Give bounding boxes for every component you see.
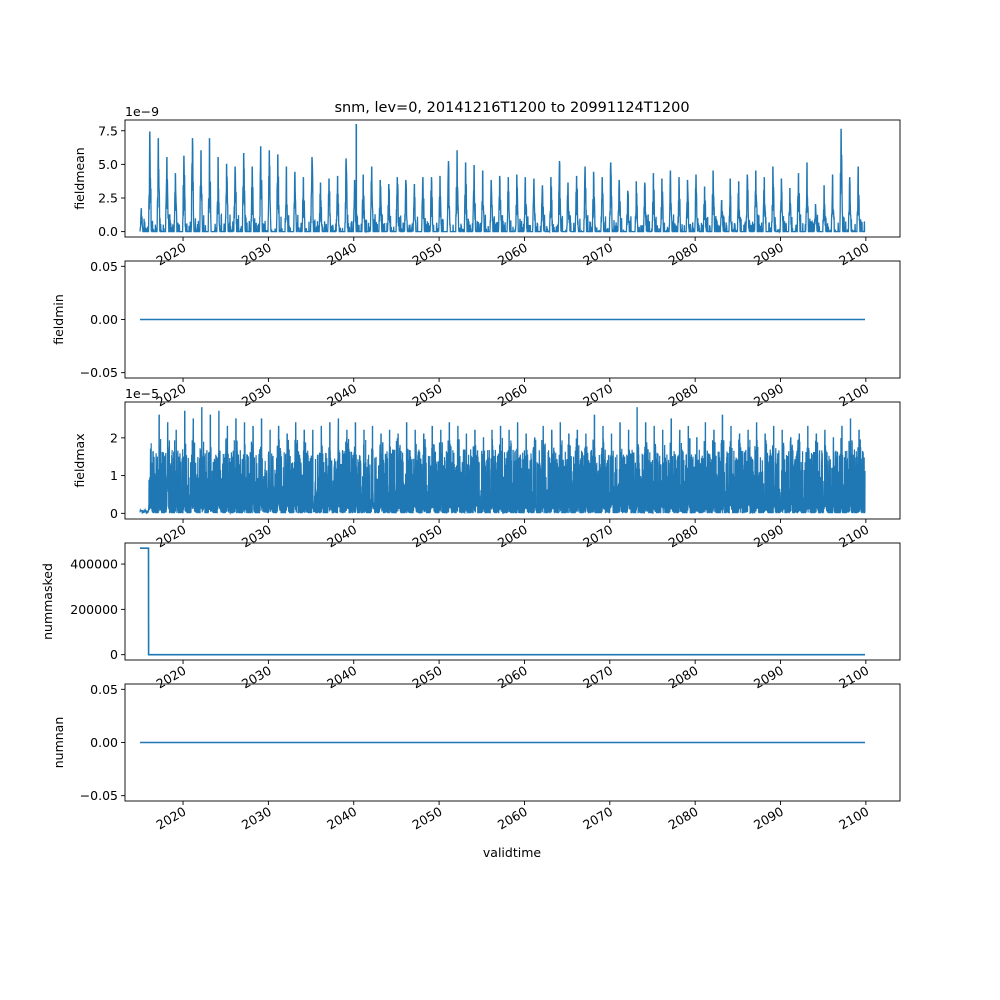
fieldmean-xtick-label: 2090 [751,240,786,269]
nummasked-axes-frame [124,542,901,661]
x-axis-label: validtime [483,845,541,860]
numnan-ytick-label: −0.05 [80,788,118,803]
fieldmin-xtick-label: 2060 [495,381,530,410]
fieldmean-xtick-label: 2030 [239,240,274,269]
nummasked-ytick-label: 200000 [70,602,118,617]
fieldmin-ytick-label: 0.00 [90,312,118,327]
nummasked-line [140,547,865,656]
fieldmax-ytick-label: 2 [110,430,118,445]
nummasked-xtick-label: 2040 [324,663,359,692]
fieldmean-ytick-label: 7.5 [98,123,118,138]
nummasked-ytick-label: 400000 [70,557,118,572]
fieldmax-offset-text: 1e−5 [125,386,159,401]
figure-title: snm, lev=0, 20141216T1200 to 20991124T12… [334,100,689,116]
fieldmax-xtick-label: 2060 [495,522,530,551]
fieldmax-xtick-label: 2080 [666,522,701,551]
fieldmean-xtick-label: 2020 [153,240,188,269]
fieldmax-axes-frame [124,401,901,520]
fieldmin-ytick-label: −0.05 [80,365,118,380]
numnan-xtick-label: 2080 [666,804,701,833]
nummasked-xtick-label: 2060 [495,663,530,692]
fieldmax-line [139,407,866,516]
fieldmean-ytick-label: 0.0 [98,224,118,239]
fieldmean-xtick-label: 2060 [495,240,530,269]
nummasked-xtick-label: 2090 [751,663,786,692]
fieldmin-xtick-label: 2100 [836,381,871,410]
nummasked-ytick-label: 0 [110,647,118,662]
fieldmin-ytick-label: 0.05 [90,259,118,274]
numnan-xtick-label: 2070 [580,804,615,833]
nummasked-xtick-label: 2020 [153,663,188,692]
fieldmax-xtick-label: 2090 [751,522,786,551]
numnan-y-label: numnan [51,717,66,769]
fieldmean-xtick-label: 2100 [836,240,871,269]
nummasked-series [140,547,865,656]
fieldmax-xtick-label: 2050 [410,522,445,551]
fieldmin-xtick-label: 2070 [580,381,615,410]
fieldmean-xtick-label: 2070 [580,240,615,269]
numnan-xtick-label: 2020 [153,804,188,833]
numnan-xtick-label: 2060 [495,804,530,833]
fieldmax-ytick-label: 0 [110,506,118,521]
numnan-xtick-label: 2100 [836,804,871,833]
numnan-xtick-label: 2090 [751,804,786,833]
fieldmax-ytick-label: 1 [110,468,118,483]
panel-fieldmean: 0.0 2.5 5.0 7.5 fieldmean 1e−9 2020 2030 2040 205… [72,104,901,269]
numnan-xtick-label: 2050 [410,804,445,833]
fieldmean-xtick-label: 2040 [324,240,359,269]
fieldmean-y-label: fieldmean [72,147,87,209]
fieldmax-xtick-label: 2020 [153,522,188,551]
fieldmean-ytick-label: 5.0 [98,157,118,172]
fieldmean-series [139,124,866,235]
fieldmax-xtick-label: 2030 [239,522,274,551]
fieldmin-xtick-label: 2080 [666,381,701,410]
fieldmax-series [139,407,866,516]
numnan-xtick-label: 2040 [324,804,359,833]
panel-nummasked: 0 200000 400000 nummasked 2020 2030 2040 2050 20… [40,542,901,692]
fieldmean-ytick-label: 2.5 [98,191,118,206]
panel-numnan: −0.05 0.00 0.05 numnan 2020 2030 2040 2050 2060 2… [51,682,901,833]
fieldmean-xtick-label: 2080 [666,240,701,269]
numnan-xtick-label: 2030 [239,804,274,833]
nummasked-xtick-label: 2030 [239,663,274,692]
fieldmin-xtick-label: 2090 [751,381,786,410]
fieldmin-xtick-label: 2030 [239,381,274,410]
fieldmax-xtick-label: 2100 [836,522,871,551]
fieldmean-line [139,128,866,235]
fieldmin-xtick-label: 2050 [410,381,445,410]
fieldmax-xtick-label: 2040 [324,522,359,551]
panel-fieldmax: 0 1 2 fieldmax 1e−5 2020 2030 2040 2050 2060 2070 2… [72,386,901,551]
fieldmean-xtick-label: 2050 [410,240,445,269]
nummasked-xtick-label: 2050 [410,663,445,692]
fieldmean-axes-frame [124,119,901,238]
fieldmin-xtick-label: 2040 [324,381,359,410]
fieldmin-y-label: fieldmin [51,294,66,345]
nummasked-xtick-label: 2080 [666,663,701,692]
numnan-ytick-label: 0.05 [90,682,118,697]
fieldmax-y-label: fieldmax [72,433,87,487]
fieldmean-offset-text: 1e−9 [125,104,159,119]
nummasked-y-label: nummasked [40,563,55,640]
fieldmax-xtick-label: 2070 [580,522,615,551]
nummasked-xtick-label: 2070 [580,663,615,692]
numnan-ytick-label: 0.00 [90,735,118,750]
nummasked-xtick-label: 2100 [836,663,871,692]
